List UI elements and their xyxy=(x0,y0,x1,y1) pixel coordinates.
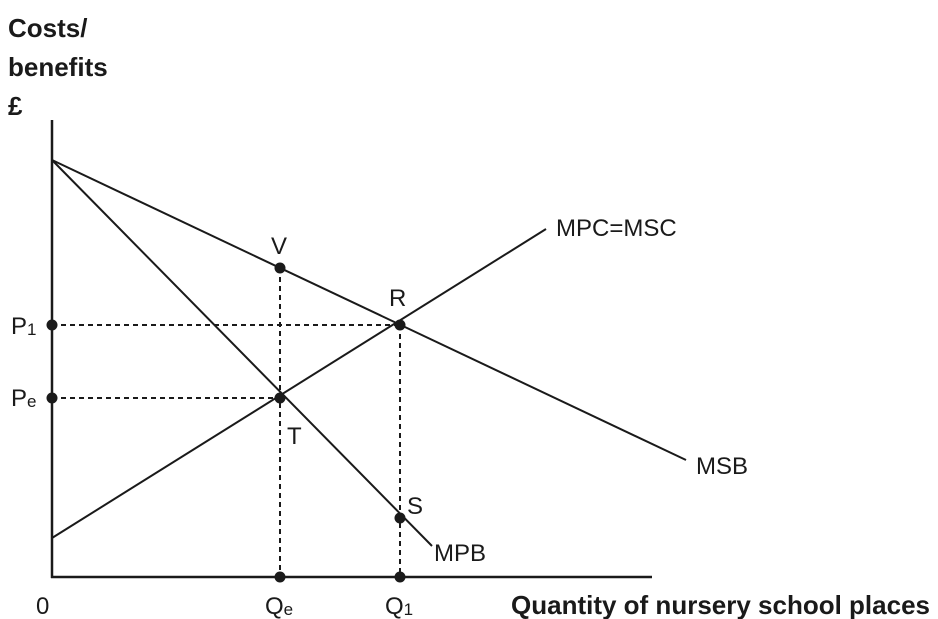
point-v-dot xyxy=(274,262,286,274)
point-r-label: R xyxy=(389,285,406,312)
mpc-msc-curve xyxy=(51,228,547,539)
pe-tick-sub: e xyxy=(27,392,36,411)
point-v-label: V xyxy=(271,233,287,260)
p1-tick-sub: 1 xyxy=(27,320,36,339)
point-t-dot xyxy=(274,392,286,404)
pe-tick-main: P xyxy=(11,385,27,412)
q1-axis-dot xyxy=(394,571,406,583)
x-axis-label: Quantity of nursery school places xyxy=(511,590,930,619)
p1-tick-main: P xyxy=(11,313,27,340)
origin-label: 0 xyxy=(36,593,49,619)
point-t-label: T xyxy=(287,423,302,450)
mpb-curve xyxy=(51,159,433,547)
mpb-label: MPB xyxy=(434,540,486,567)
point-s-label: S xyxy=(407,493,423,520)
pe-axis-dot xyxy=(46,392,58,404)
y-axis-label-line1: Costs/ xyxy=(8,13,87,43)
msb-label: MSB xyxy=(696,453,748,480)
pe-tick-label: Pe xyxy=(11,385,36,412)
qe-axis-dot xyxy=(274,571,286,583)
qe-tick-sub: e xyxy=(284,600,293,619)
y-axis-label-line2: benefits xyxy=(8,52,108,82)
point-s-dot xyxy=(394,512,406,524)
q1-tick-label: Q1 xyxy=(385,593,413,619)
msb-curve xyxy=(51,159,687,461)
qe-tick-label: Qe xyxy=(265,593,293,619)
y-axis-label-currency: £ xyxy=(8,91,23,121)
point-r-dot xyxy=(394,319,406,331)
q1-tick-main: Q xyxy=(385,593,404,619)
p1-axis-dot xyxy=(46,319,58,331)
p1-tick-label: P1 xyxy=(11,313,36,340)
qe-tick-main: Q xyxy=(265,593,284,619)
q1-tick-sub: 1 xyxy=(404,600,413,619)
mpc-msc-label: MPC=MSC xyxy=(556,215,677,242)
